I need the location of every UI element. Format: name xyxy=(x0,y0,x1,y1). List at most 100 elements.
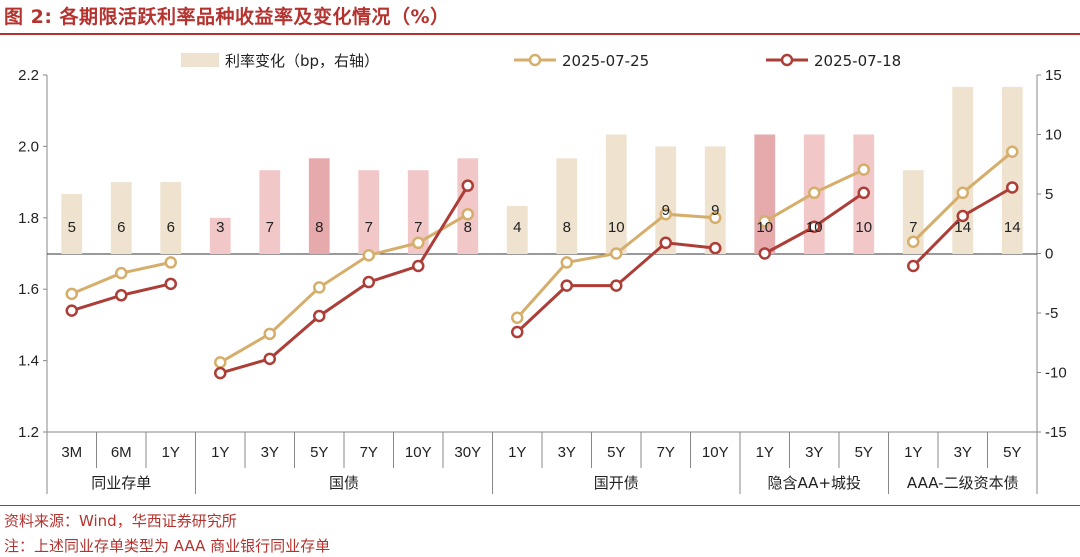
bar xyxy=(209,217,231,254)
series-point-2025-07-25 xyxy=(560,256,573,269)
chart: 1.2 1.4 1.6 1.8 2.0 2.2 -15 -10 -5 0 5 10 15 5 6 6 3 7 8 7 7… xyxy=(18,52,1067,494)
series-point-2025-07-25 xyxy=(1006,145,1019,159)
legend-marker-1 xyxy=(528,53,542,67)
right-tick-label: -5 xyxy=(1045,305,1058,322)
bar xyxy=(61,194,83,254)
footnote: 注：上述同业存单类型为 AAA 商业银行同业存单 xyxy=(4,537,331,555)
series-point-2025-07-25 xyxy=(758,215,771,228)
x-category-label: 10Y xyxy=(702,444,729,461)
series-point-2025-07-18 xyxy=(461,179,474,192)
series-point-2025-07-18 xyxy=(115,289,128,302)
series-point-2025-07-18 xyxy=(907,259,920,273)
group-label: 国债 xyxy=(329,474,359,492)
legend-label-line-2: 2025-07-18 xyxy=(814,52,901,70)
series-point-2025-07-18 xyxy=(709,241,722,255)
right-tick-label: 15 xyxy=(1045,67,1062,84)
series-point-2025-07-25 xyxy=(709,211,722,225)
bar-data-label: 9 xyxy=(711,202,719,219)
bar-data-label: 9 xyxy=(662,202,670,219)
bar xyxy=(556,158,578,254)
x-category-label: 1Y xyxy=(904,444,922,461)
series-point-2025-07-25 xyxy=(164,256,177,269)
bar xyxy=(160,182,182,254)
x-category-label: 1Y xyxy=(508,444,526,461)
legend-marker-2 xyxy=(780,53,794,67)
series-point-2025-07-25 xyxy=(511,311,524,325)
left-tick-label: 1.8 xyxy=(18,210,39,227)
group-label: AAA-二级资本债 xyxy=(907,474,1019,492)
bar-data-label: 7 xyxy=(266,219,274,236)
x-category-label: 5Y xyxy=(855,444,873,461)
series-point-2025-07-18 xyxy=(1006,181,1019,194)
bar xyxy=(902,170,924,254)
series-line-2025-07-18 xyxy=(219,184,470,375)
x-category-label: 3M xyxy=(61,444,82,461)
x-category-label: 5Y xyxy=(1003,444,1021,461)
source-note: 资料来源：Wind，华西证券研究所 xyxy=(4,512,237,530)
bar xyxy=(754,134,776,254)
series-point-2025-07-25 xyxy=(808,186,821,200)
series-point-2025-07-18 xyxy=(164,277,177,291)
series-point-2025-07-18 xyxy=(412,259,425,273)
bar-data-label: 8 xyxy=(563,219,571,236)
series-point-2025-07-25 xyxy=(659,207,672,221)
group-label: 同业存单 xyxy=(91,474,151,492)
x-category-label: 3Y xyxy=(805,444,823,461)
left-tick-label: 2.2 xyxy=(18,67,39,84)
bar-data-label: 14 xyxy=(1004,219,1021,236)
x-category-label: 3Y xyxy=(261,444,279,461)
x-category-label: 10Y xyxy=(405,444,432,461)
left-tick-label: 1.2 xyxy=(18,424,39,441)
bar xyxy=(308,158,330,254)
bar-data-label: 5 xyxy=(68,219,76,236)
right-tick-label: 5 xyxy=(1045,186,1053,203)
figure-title: 图 2: 各期限活跃利率品种收益率及变化情况（%） xyxy=(4,6,450,28)
series-point-2025-07-18 xyxy=(758,247,771,260)
x-category-label: 1Y xyxy=(162,444,180,461)
series-point-2025-07-18 xyxy=(659,236,672,250)
bar xyxy=(457,158,479,254)
bar-data-label: 10 xyxy=(756,219,773,236)
bar-data-label: 4 xyxy=(513,219,521,236)
bar-data-label: 3 xyxy=(216,219,224,236)
series-point-2025-07-25 xyxy=(956,186,969,200)
bar-data-label: 7 xyxy=(365,219,373,236)
series-point-2025-07-18 xyxy=(65,304,78,317)
x-category-label: 5Y xyxy=(607,444,625,461)
series-point-2025-07-18 xyxy=(956,209,969,223)
bar-data-label: 7 xyxy=(909,219,917,236)
series-point-2025-07-18 xyxy=(313,309,326,323)
group-label: 隐含AA+城投 xyxy=(767,474,861,492)
bar-data-label: 8 xyxy=(315,219,323,236)
bar xyxy=(605,134,627,254)
legend-label-bar: 利率变化（bp，右轴） xyxy=(225,52,379,70)
series-point-2025-07-25 xyxy=(857,163,870,176)
series-point-2025-07-25 xyxy=(461,207,474,221)
left-tick-label: 1.6 xyxy=(18,281,39,298)
series-point-2025-07-25 xyxy=(263,327,276,341)
x-category-label: 5Y xyxy=(310,444,328,461)
right-tick-label: -10 xyxy=(1045,365,1067,382)
series-point-2025-07-25 xyxy=(214,356,227,369)
legend-label-line-1: 2025-07-25 xyxy=(562,52,649,70)
group-label: 国开债 xyxy=(594,474,639,492)
series-point-2025-07-25 xyxy=(115,266,128,280)
bar-data-label: 14 xyxy=(954,219,971,236)
bar-data-label: 8 xyxy=(464,219,472,236)
x-category-label: 3Y xyxy=(558,444,576,461)
title-rule xyxy=(0,33,1080,35)
series-point-2025-07-25 xyxy=(610,247,623,260)
series-point-2025-07-18 xyxy=(857,186,870,200)
left-tick-label: 1.4 xyxy=(18,353,39,370)
left-tick-label: 2.0 xyxy=(18,138,39,155)
bottom-rule xyxy=(0,505,1080,506)
bar xyxy=(704,146,726,254)
bar xyxy=(259,170,281,254)
series-point-2025-07-18 xyxy=(214,366,227,380)
bar-data-label: 10 xyxy=(806,219,823,236)
series-point-2025-07-25 xyxy=(313,281,326,294)
series-point-2025-07-18 xyxy=(808,220,821,233)
bar-data-label: 6 xyxy=(167,219,175,236)
x-category-label: 6M xyxy=(111,444,132,461)
bar-data-label: 10 xyxy=(855,219,872,236)
